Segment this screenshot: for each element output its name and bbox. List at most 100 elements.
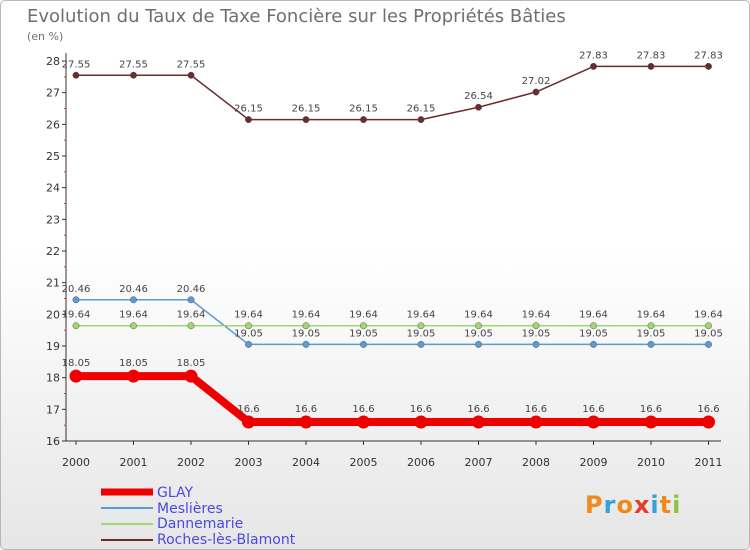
series-line-glay <box>72 372 713 426</box>
data-label-roches-l-s-blamont: 26.54 <box>464 91 493 102</box>
data-point-mesli-res <box>130 296 137 304</box>
y-tick-label: 18 <box>46 372 60 385</box>
logo-letter: r <box>603 491 617 519</box>
x-tick-label: 2007 <box>465 456 493 469</box>
data-label-roches-l-s-blamont: 27.55 <box>177 59 206 70</box>
y-tick-label: 23 <box>46 213 60 226</box>
data-label-roches-l-s-blamont: 27.83 <box>637 50 666 61</box>
data-label-mesli-res: 19.05 <box>637 328 666 339</box>
data-point-roches-l-s-blamont <box>245 116 252 124</box>
proxiti-logo: Proxiti <box>585 491 681 519</box>
y-tick-label: 24 <box>46 182 60 195</box>
logo-letter: i <box>650 491 660 519</box>
data-label-dannemarie: 19.64 <box>349 310 378 321</box>
data-label-dannemarie: 19.64 <box>407 310 436 321</box>
data-label-glay: 18.05 <box>119 358 148 369</box>
y-tick-label: 16 <box>46 435 60 448</box>
data-label-mesli-res: 19.05 <box>234 328 263 339</box>
data-point-roches-l-s-blamont <box>475 103 482 111</box>
data-label-roches-l-s-blamont: 27.55 <box>119 59 148 70</box>
x-tick-label: 2002 <box>177 456 205 469</box>
data-point-glay <box>644 415 658 429</box>
data-point-mesli-res <box>705 340 712 348</box>
data-label-dannemarie: 19.64 <box>522 310 551 321</box>
data-label-dannemarie: 19.64 <box>637 310 666 321</box>
logo-letter: i <box>672 491 682 519</box>
data-label-glay: 16.6 <box>237 404 259 415</box>
data-point-dannemarie <box>245 322 252 330</box>
data-label-mesli-res: 19.05 <box>694 328 723 339</box>
data-label-dannemarie: 19.64 <box>292 310 321 321</box>
data-point-roches-l-s-blamont <box>360 116 367 124</box>
data-label-mesli-res: 20.46 <box>62 284 91 295</box>
data-label-mesli-res: 19.05 <box>579 328 608 339</box>
y-tick-label: 25 <box>46 150 60 163</box>
y-tick-label: 22 <box>46 245 60 258</box>
data-point-glay <box>529 415 543 429</box>
data-label-dannemarie: 19.64 <box>119 310 148 321</box>
data-point-dannemarie <box>130 322 137 330</box>
data-point-dannemarie <box>705 322 712 330</box>
data-point-glay <box>472 415 485 429</box>
data-point-dannemarie <box>302 322 310 330</box>
chart-title: Evolution du Taux de Taxe Foncière sur l… <box>27 6 566 27</box>
data-label-roches-l-s-blamont: 27.83 <box>694 50 723 61</box>
data-point-glay <box>69 369 83 383</box>
legend-label-meslieres: Meslières <box>157 501 223 517</box>
data-label-mesli-res: 20.46 <box>177 284 206 295</box>
data-point-roches-l-s-blamont <box>187 71 195 79</box>
x-tick-label: 2008 <box>522 456 550 469</box>
data-point-dannemarie <box>72 322 80 330</box>
data-point-dannemarie <box>647 322 655 330</box>
x-tick-label: 2003 <box>235 456 263 469</box>
y-tick-label: 27 <box>46 87 60 100</box>
data-point-mesli-res <box>72 296 80 304</box>
data-label-dannemarie: 19.64 <box>234 310 263 321</box>
series-line-mesli-res <box>75 299 710 346</box>
y-tick-label: 19 <box>46 340 60 353</box>
data-point-glay <box>357 415 370 429</box>
data-label-roches-l-s-blamont: 26.15 <box>292 104 321 115</box>
data-label-dannemarie: 19.64 <box>177 310 206 321</box>
data-label-mesli-res: 19.05 <box>464 328 493 339</box>
x-tick-label: 2011 <box>695 456 723 469</box>
data-label-dannemarie: 19.64 <box>694 310 723 321</box>
data-point-roches-l-s-blamont <box>417 116 425 124</box>
x-tick-label: 2006 <box>407 456 435 469</box>
data-point-glay <box>242 415 255 429</box>
data-label-glay: 18.05 <box>177 358 206 369</box>
data-point-roches-l-s-blamont <box>72 71 80 79</box>
data-label-glay: 18.05 <box>62 358 91 369</box>
data-label-mesli-res: 19.05 <box>349 328 378 339</box>
data-point-dannemarie <box>360 322 367 330</box>
data-label-mesli-res: 19.05 <box>292 328 321 339</box>
data-point-dannemarie <box>187 322 195 330</box>
data-label-roches-l-s-blamont: 27.83 <box>579 50 608 61</box>
data-label-mesli-res: 20.46 <box>119 284 148 295</box>
data-point-dannemarie <box>590 322 597 330</box>
x-tick-label: 2004 <box>292 456 320 469</box>
data-label-glay: 16.6 <box>295 404 317 415</box>
y-tick-label: 17 <box>46 403 60 416</box>
series-line-roches-l-s-blamont <box>75 65 710 121</box>
x-tick-label: 2009 <box>580 456 608 469</box>
x-tick-label: 2001 <box>120 456 148 469</box>
x-tick-label: 2005 <box>350 456 378 469</box>
data-label-glay: 16.6 <box>410 404 432 415</box>
y-tick-label: 26 <box>46 118 60 131</box>
data-point-glay <box>702 415 715 429</box>
data-point-mesli-res <box>302 340 310 348</box>
data-point-roches-l-s-blamont <box>647 62 655 70</box>
data-label-glay: 16.6 <box>640 404 662 415</box>
data-point-roches-l-s-blamont <box>130 71 137 79</box>
data-point-glay <box>299 415 313 429</box>
data-label-dannemarie: 19.64 <box>464 310 493 321</box>
logo-letter: P <box>585 491 604 519</box>
legend-label-roches: Roches-lès-Blamont <box>157 532 296 548</box>
y-tick-label: 28 <box>46 55 60 68</box>
data-label-glay: 16.6 <box>352 404 374 415</box>
data-point-roches-l-s-blamont <box>590 62 597 70</box>
data-label-roches-l-s-blamont: 27.02 <box>522 76 551 87</box>
